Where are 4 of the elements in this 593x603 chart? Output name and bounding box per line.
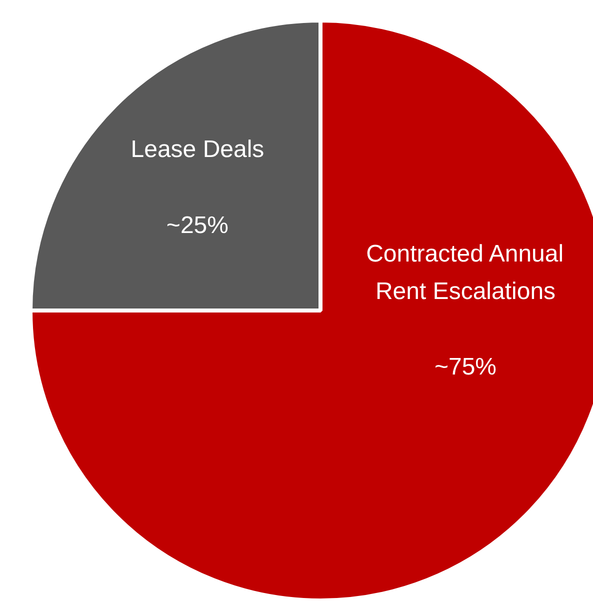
data-label: ~75% (434, 354, 497, 381)
slice-label: Lease Deals (130, 136, 264, 164)
slice-label: Contracted Annual Rent Escalations (366, 240, 564, 306)
data-label: ~25% (166, 212, 228, 239)
